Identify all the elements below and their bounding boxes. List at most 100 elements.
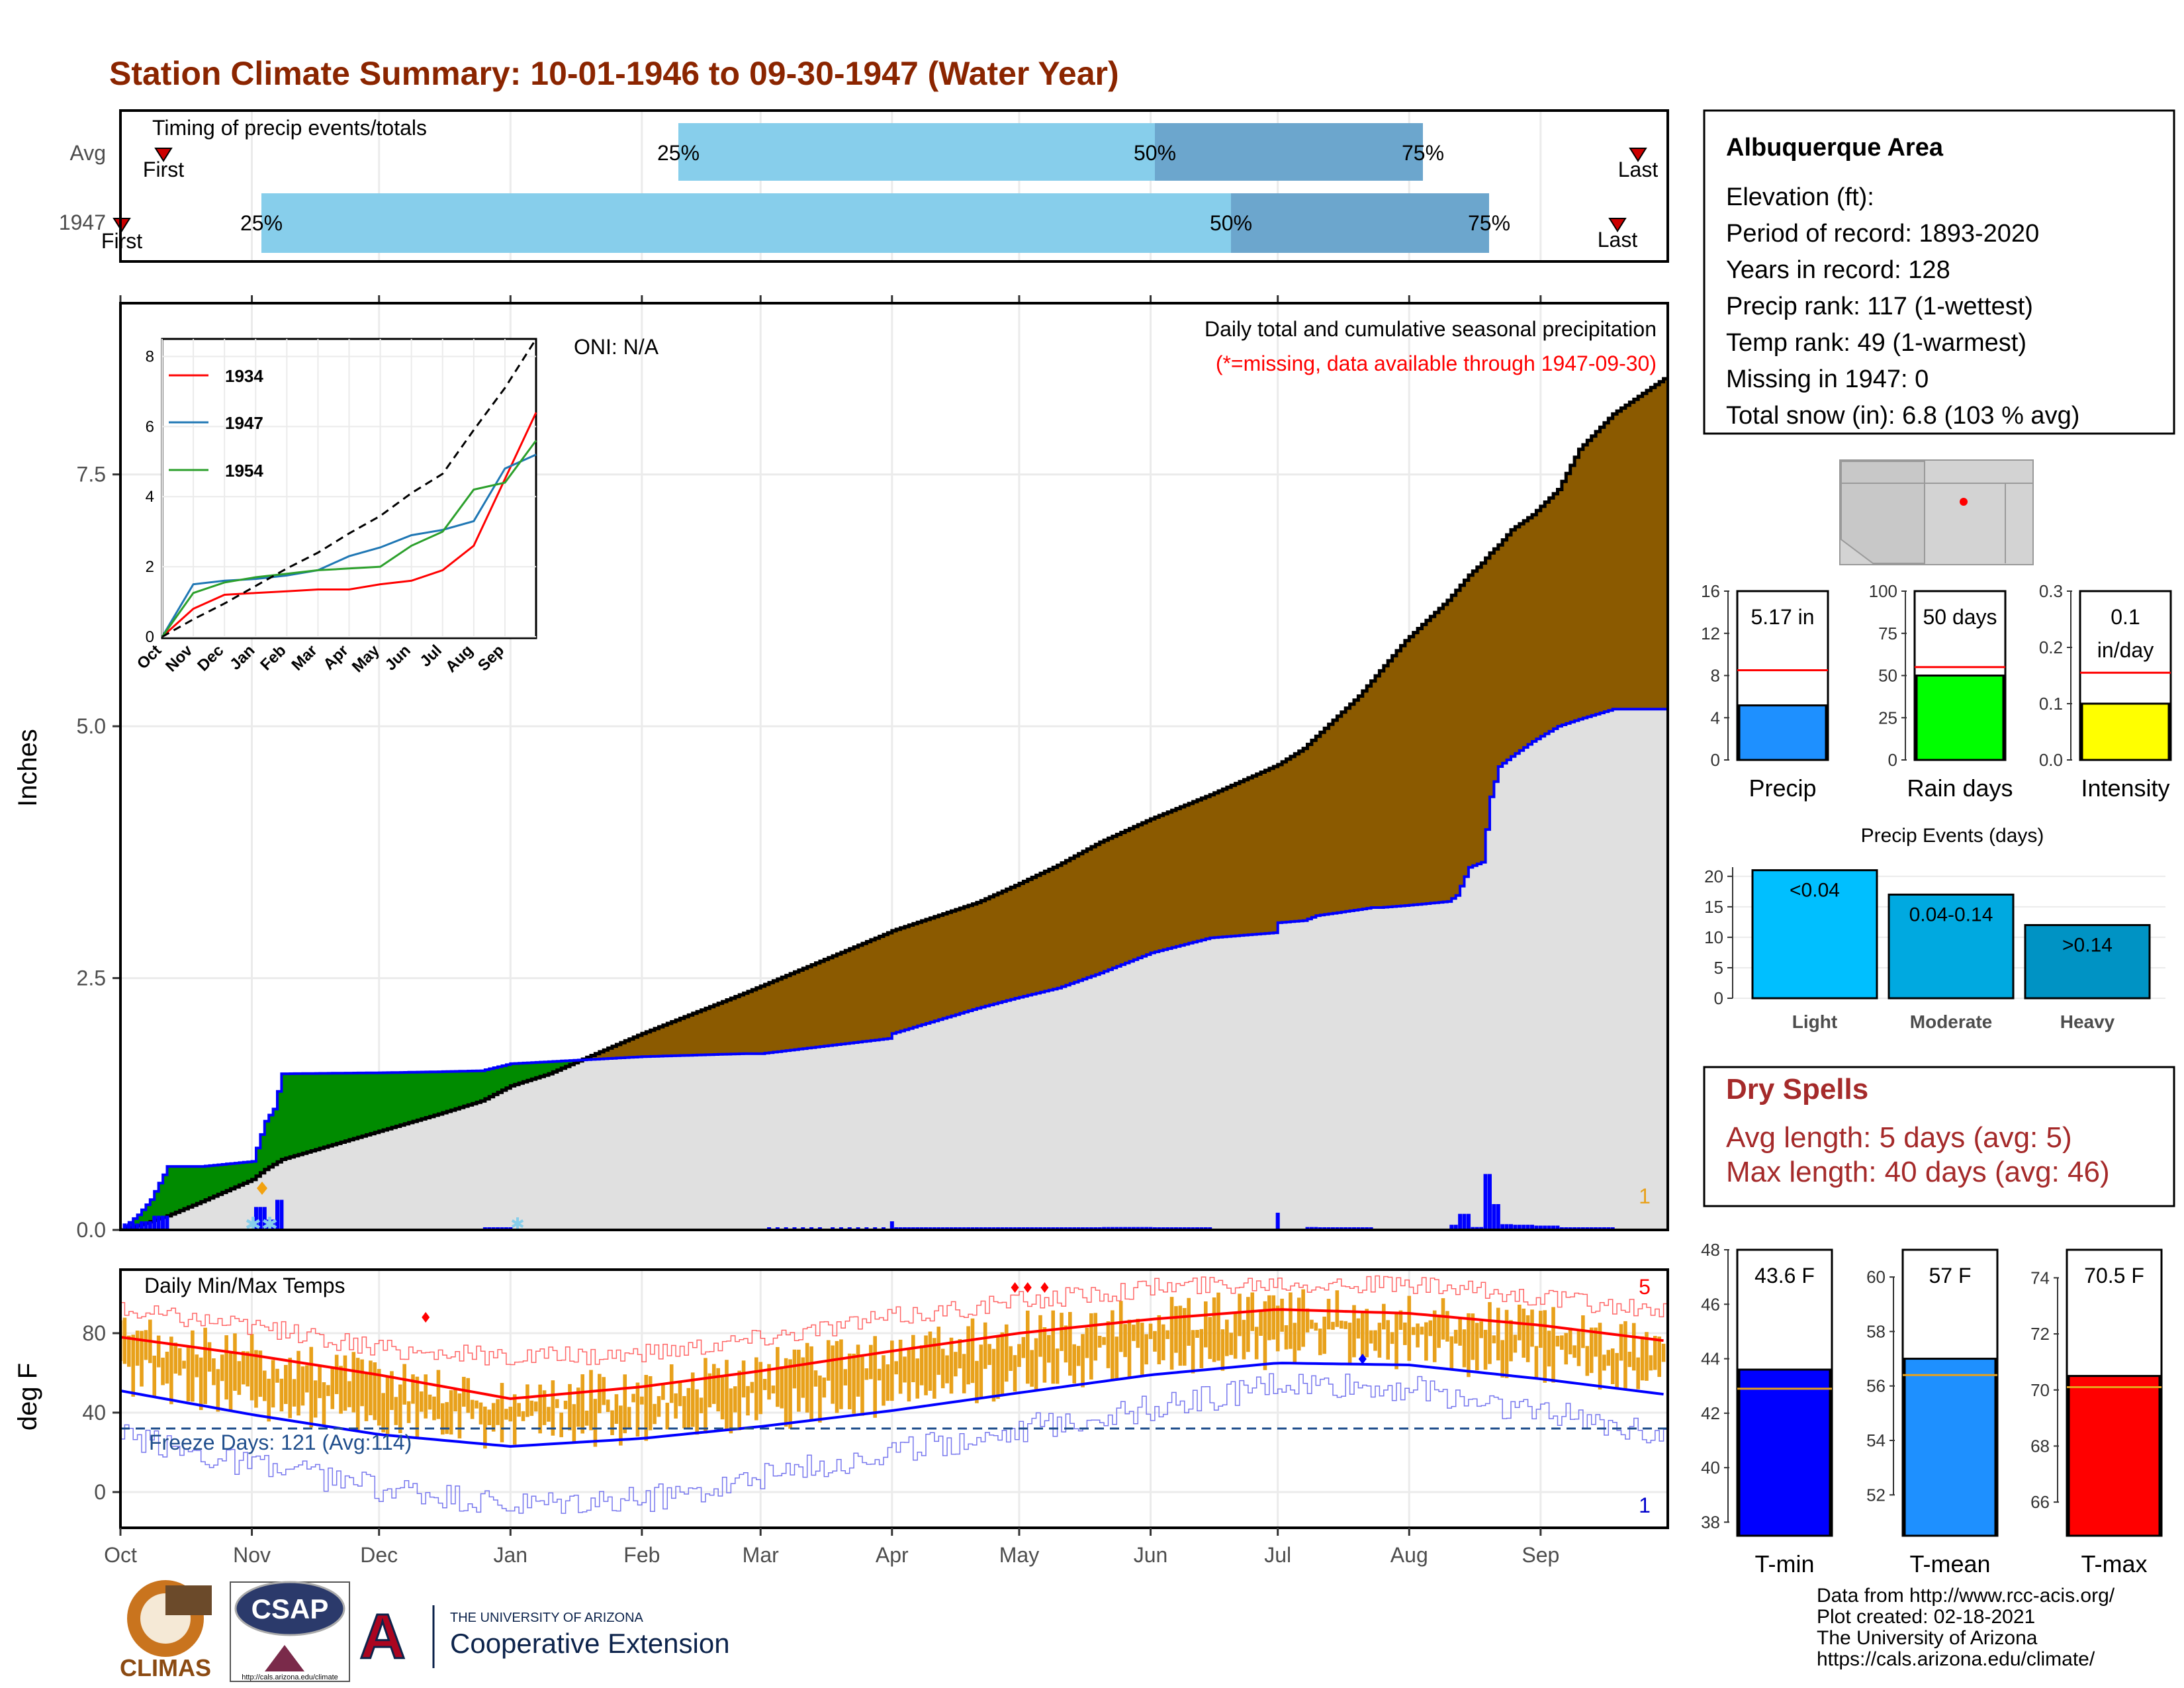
main-ytick-label-3: 7.5 [77, 463, 106, 487]
y1947-p50-label: 50% [1210, 211, 1252, 235]
freeze-days-label: Freeze Days: 121 (Avg:114) [149, 1430, 412, 1454]
daily-temp-bar [1093, 1313, 1098, 1361]
daily-temp-bar [1488, 1302, 1492, 1364]
daily-temp-bar [1365, 1309, 1369, 1358]
daily-temp-bar [504, 1409, 508, 1420]
daily-temp-bar [339, 1366, 343, 1414]
temp-summary-panels: 38 40 42 44 46 48 43.6 F T-min 52 54 56 58 60 57 F T-m… [1701, 1240, 2163, 1577]
map-arizona-shape [1841, 461, 1925, 564]
daily-temp-bar [911, 1335, 915, 1383]
daily-temp-bar [483, 1406, 487, 1449]
daily-temp-bar [1034, 1338, 1038, 1389]
daily-temp-bar [199, 1357, 203, 1411]
daily-temp-bar [987, 1344, 991, 1365]
daily-temp-bar [886, 1364, 890, 1401]
precip-panel-intensity-ytick-label-3: 0.3 [2039, 581, 2063, 601]
daily-temp-bar [1525, 1315, 1530, 1362]
temp-panel-t-max-ytick-label-2: 70 [2030, 1380, 2050, 1400]
daily-precip-bar [1543, 1225, 1547, 1230]
temp-panel-t-max-ytick-label-0: 66 [2030, 1492, 2050, 1512]
avg-last-marker [1629, 148, 1647, 162]
daily-temp-bar [860, 1356, 864, 1416]
footer-url: https://cals.arizona.edu/climate/ [1817, 1648, 2095, 1670]
main-missing-note: (*=missing, data available through 1947-… [1216, 352, 1657, 375]
daily-temp-bar [847, 1353, 852, 1409]
daily-temp-bar [1118, 1301, 1123, 1352]
daily-precip-bar [889, 1221, 894, 1230]
y1947-p50-p75-bar [1231, 193, 1489, 253]
daily-temp-bar [475, 1400, 478, 1409]
daily-temp-bar [1013, 1355, 1017, 1392]
month-label-3: Jan [494, 1543, 528, 1567]
daily-temp-bar [1619, 1324, 1623, 1361]
daily-temp-bar [835, 1340, 839, 1413]
daily-temp-bar [1178, 1305, 1183, 1366]
events-bar-light [1751, 869, 1878, 1000]
precip-panel-intensity-label: Intensity [2081, 774, 2169, 802]
temp-panel-t-min-ytick-label-3: 44 [1701, 1349, 1720, 1369]
daily-precip-bar [1115, 1227, 1119, 1230]
daily-temp-bar [305, 1365, 309, 1393]
month-label-8: Jun [1134, 1543, 1168, 1567]
temp-ylabel: deg F [13, 1363, 42, 1430]
daily-temp-bar [788, 1359, 792, 1429]
climas-logo: CLIMAS [120, 1580, 212, 1681]
y1947-p75-label: 75% [1468, 211, 1510, 235]
daily-precip-bar [1305, 1227, 1310, 1230]
snow-star-1: ✱✱ [245, 1214, 278, 1236]
daily-temp-bar [1322, 1316, 1326, 1354]
daily-temp-bar [1424, 1322, 1428, 1361]
daily-temp-bar [864, 1368, 869, 1380]
daily-temp-bar [1483, 1329, 1488, 1370]
temp-ytick-label-0: 0 [94, 1480, 106, 1504]
daily-temp-bar [962, 1354, 966, 1393]
daily-temp-bar [737, 1370, 741, 1430]
daily-precip-bar [1123, 1227, 1128, 1230]
daily-temp-bar [470, 1399, 475, 1419]
daily-temp-bar [580, 1374, 584, 1434]
daily-temp-bar [940, 1348, 945, 1389]
avg-cumulative-line [120, 377, 1668, 1230]
temp-panel-t-max-ytick-label-4: 74 [2030, 1268, 2050, 1288]
daily-temp-bar [1289, 1292, 1293, 1349]
daily-temp-bar [135, 1331, 140, 1366]
daily-temp-bar [907, 1348, 911, 1402]
daily-temp-bar [822, 1377, 827, 1398]
daily-temp-bar [1263, 1301, 1267, 1370]
daily-temp-bar [1267, 1295, 1271, 1340]
events-ytick-label-1: 5 [1714, 958, 1723, 978]
dry-spells-avg: Avg length: 5 days (avg: 5) [1726, 1121, 2072, 1154]
daily-temp-bar [182, 1360, 186, 1369]
daily-temp-bar [1522, 1308, 1526, 1358]
record-min-line [120, 1373, 1668, 1514]
daily-temp-bar [1416, 1323, 1420, 1348]
daily-precip-bar [1555, 1225, 1560, 1230]
month-label-7: May [999, 1543, 1039, 1567]
daily-temp-bar [533, 1401, 538, 1412]
daily-temp-bar [1398, 1310, 1403, 1330]
avg-p75-label: 75% [1402, 141, 1444, 165]
daily-temp-bar [292, 1379, 296, 1407]
precip-panel-rain-days-label: Rain days [1907, 774, 2013, 802]
footer-created: Plot created: 02-18-2021 [1817, 1606, 2035, 1628]
daily-temp-bar [165, 1351, 169, 1384]
daily-temp-bar [754, 1357, 758, 1421]
daily-temp-bar [1068, 1311, 1072, 1376]
daily-temp-bar [758, 1362, 763, 1415]
daily-temp-bar [767, 1364, 771, 1400]
daily-temp-bar [462, 1376, 466, 1407]
station-years: Years in record: 128 [1726, 256, 1950, 284]
daily-precip-bar [131, 1223, 136, 1230]
temp-panel-t-min: 38 40 42 44 46 48 43.6 F T-min [1701, 1240, 1833, 1577]
temp-panel-t-mean-ytick-label-1: 54 [1866, 1430, 1886, 1450]
daily-temp-bar [1144, 1334, 1148, 1365]
daily-precip-bar [144, 1221, 148, 1230]
daily-temp-bar [983, 1322, 987, 1369]
daily-temp-bar [1610, 1348, 1615, 1384]
daily-temp-bar [674, 1393, 678, 1419]
y1947-first-label: First [101, 229, 142, 253]
daily-temp-bar [195, 1354, 199, 1378]
daily-temp-bar [288, 1358, 293, 1419]
daily-precip-bar [1110, 1227, 1115, 1230]
daily-temp-bar [1560, 1335, 1564, 1350]
